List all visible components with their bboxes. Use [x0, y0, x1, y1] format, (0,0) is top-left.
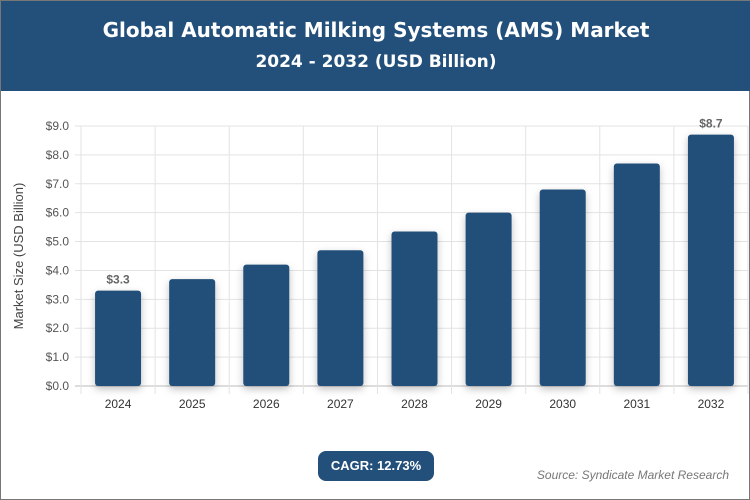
x-tick-label: 2026	[253, 397, 280, 411]
x-tick-label: 2024	[105, 397, 132, 411]
y-tick-label: $3.0	[46, 292, 70, 306]
x-tick-label: 2031	[623, 397, 650, 411]
bar-2027	[317, 250, 364, 386]
data-label: $3.3	[106, 273, 130, 287]
y-axis-label: Market Size (USD Billion)	[11, 183, 26, 330]
bar-2026	[243, 264, 290, 386]
bar-2031	[613, 163, 660, 386]
chart-header: Global Automatic Milking Systems (AMS) M…	[1, 1, 750, 91]
y-tick-label: $8.0	[46, 148, 70, 162]
y-tick-label: $6.0	[46, 206, 70, 220]
x-tick-label: 2028	[401, 397, 428, 411]
bar-2029	[465, 212, 512, 386]
bar-2030	[539, 189, 586, 386]
x-tick-label: 2029	[475, 397, 502, 411]
chart-subtitle: 2024 - 2032 (USD Billion)	[255, 52, 497, 72]
bar-chart: Market Size (USD Billion) $0.0 $1.0 $2.0 $3…	[11, 117, 749, 411]
bar-2024	[95, 290, 142, 386]
y-tick-label: $7.0	[46, 177, 70, 191]
y-tick-label: $9.0	[46, 119, 70, 133]
y-tick-label: $5.0	[46, 235, 70, 249]
cagr-badge: CAGR: 12.73%	[318, 451, 434, 481]
x-tick-label: 2025	[179, 397, 206, 411]
y-tick-label: $4.0	[46, 263, 70, 277]
data-label: $8.7	[699, 117, 723, 131]
bar-2025	[169, 279, 216, 386]
bar-2032	[687, 134, 734, 386]
x-tick-label: 2030	[549, 397, 576, 411]
y-tick-label: $1.0	[46, 350, 70, 364]
y-tick-label: $2.0	[46, 321, 70, 335]
source-note: Source: Syndicate Market Research	[536, 468, 729, 482]
chart-title: Global Automatic Milking Systems (AMS) M…	[102, 18, 650, 42]
x-tick-label: 2032	[698, 397, 725, 411]
bar-2028	[391, 231, 438, 386]
x-tick-label: 2027	[327, 397, 354, 411]
y-tick-label: $0.0	[46, 379, 70, 393]
